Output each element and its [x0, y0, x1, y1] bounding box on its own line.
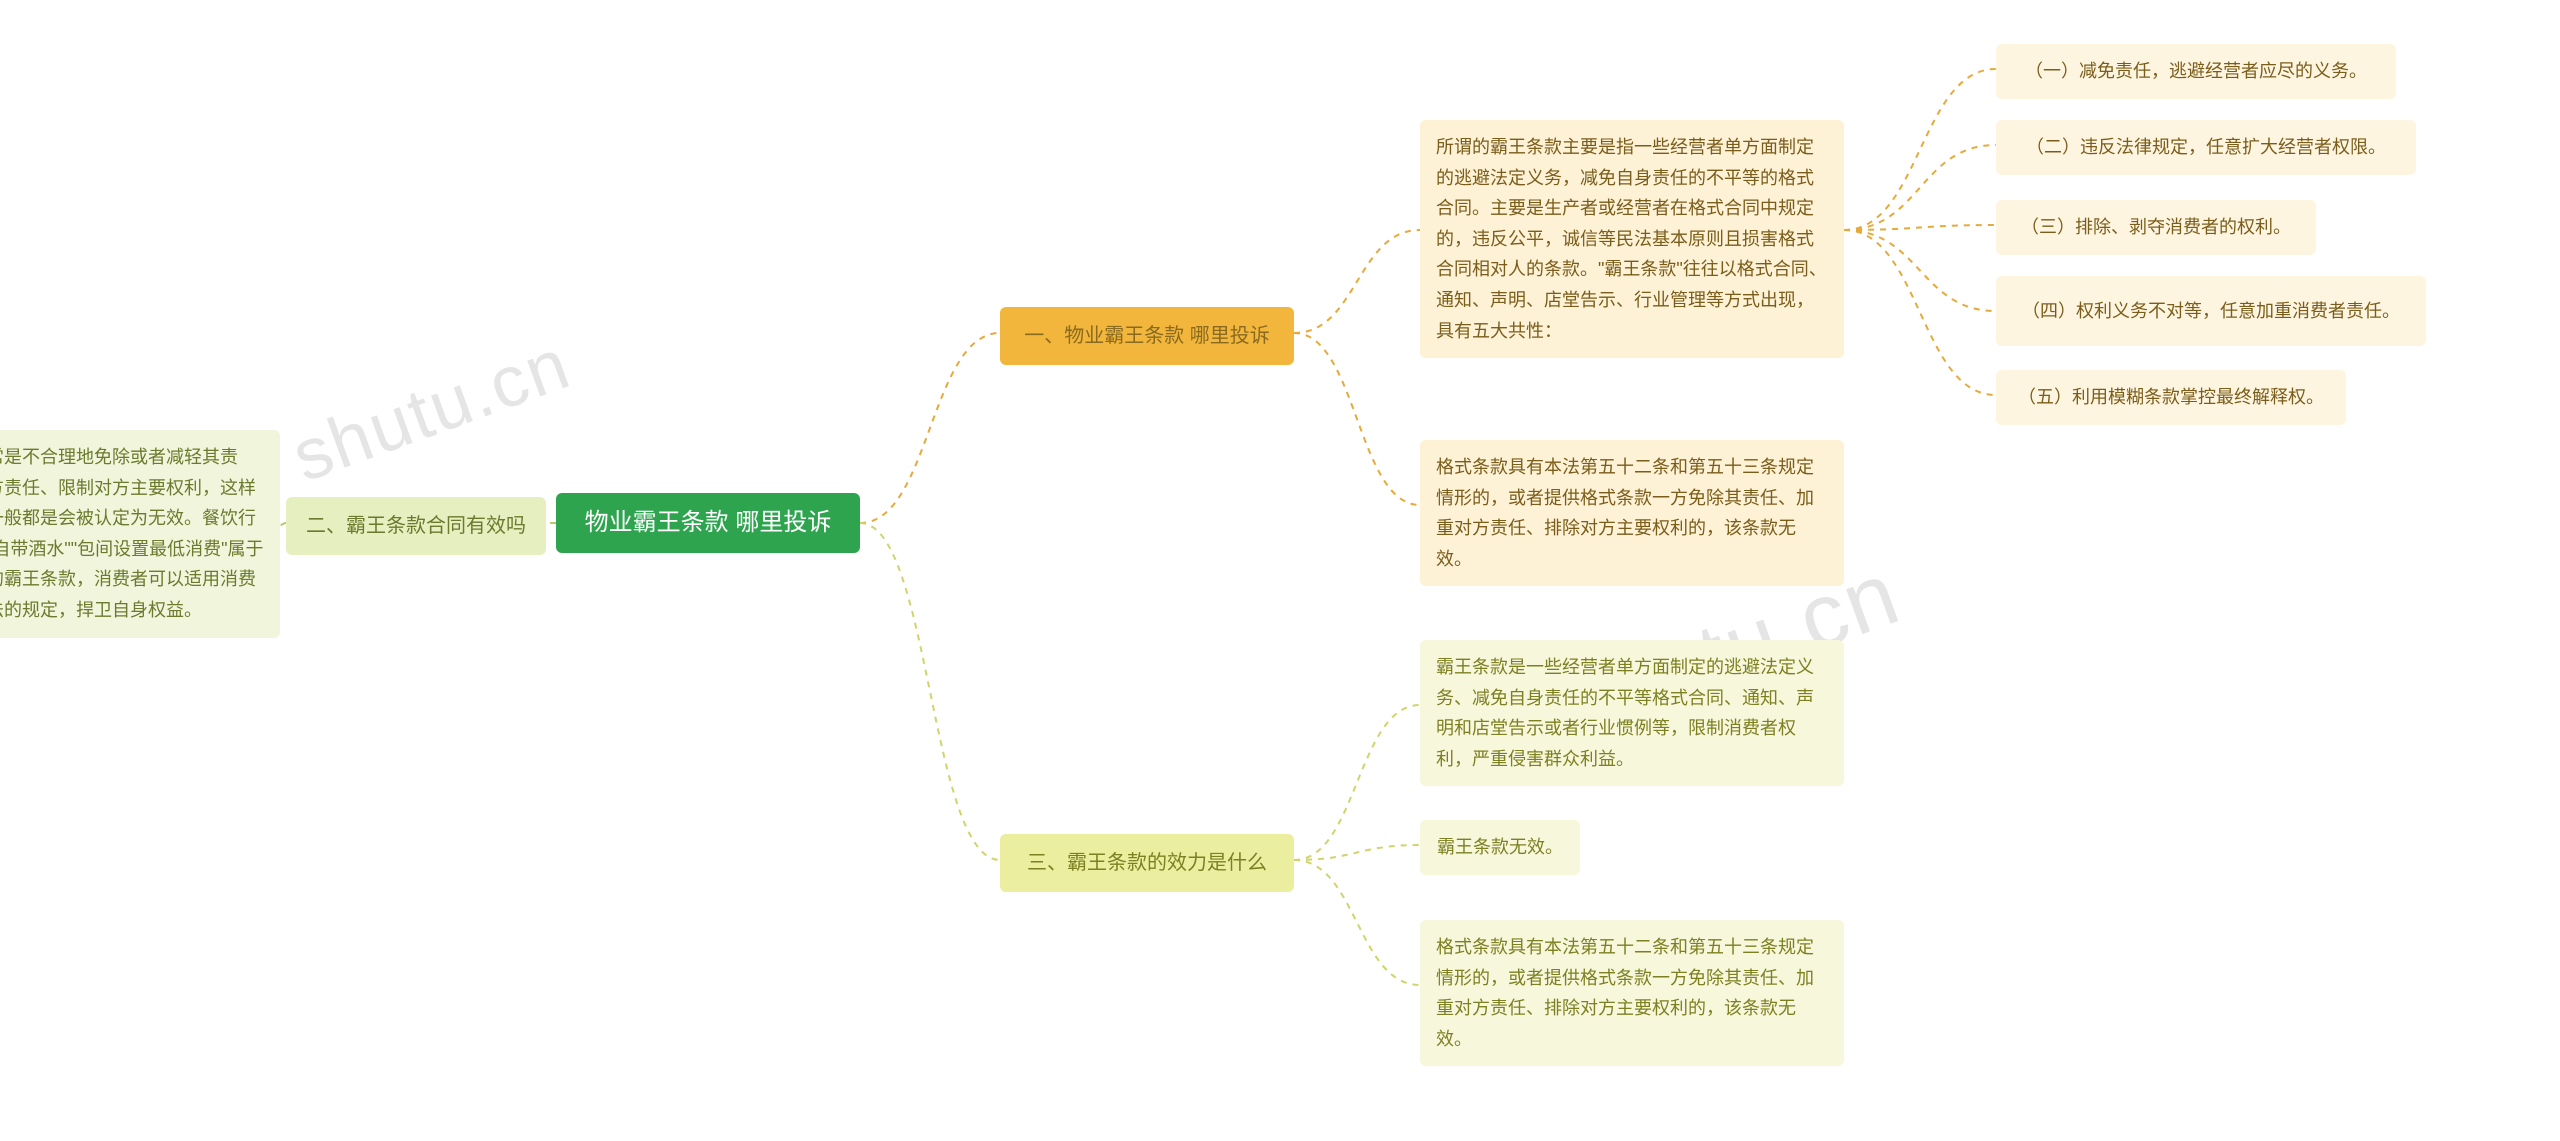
leaf-l4: （四）权利义务不对等，任意加重消费者责任。 [1996, 276, 2426, 346]
subnode-b2s1: 霸王合同通常是不合理地免除或者减轻其责任、加重对方责任、限制对方主要权利，这样的… [0, 430, 280, 638]
leaf-l3: （三）排除、剥夺消费者的权利。 [1996, 200, 2316, 255]
leaf-l2: （二）违反法律规定，任意扩大经营者权限。 [1996, 120, 2416, 175]
leaf-l5: （五）利用模糊条款掌控最终解释权。 [1996, 370, 2346, 425]
subnode-b1s2: 格式条款具有本法第五十二条和第五十三条规定情形的，或者提供格式条款一方免除其责任… [1420, 440, 1844, 586]
subnode-b3s1: 霸王条款是一些经营者单方面制定的逃避法定义务、减免自身责任的不平等格式合同、通知… [1420, 640, 1844, 786]
branch-b3: 三、霸王条款的效力是什么 [1000, 834, 1294, 892]
subnode-b1s1: 所谓的霸王条款主要是指一些经营者单方面制定的逃避法定义务，减免自身责任的不平等的… [1420, 120, 1844, 358]
branch-b1: 一、物业霸王条款 哪里投诉 [1000, 307, 1294, 365]
root-node: 物业霸王条款 哪里投诉 [556, 493, 860, 553]
leaf-l1: （一）减免责任，逃避经营者应尽的义务。 [1996, 44, 2396, 99]
subnode-b3s3: 格式条款具有本法第五十二条和第五十三条规定情形的，或者提供格式条款一方免除其责任… [1420, 920, 1844, 1066]
branch-b2: 二、霸王条款合同有效吗 [286, 497, 546, 555]
subnode-b3s2: 霸王条款无效。 [1420, 820, 1580, 875]
